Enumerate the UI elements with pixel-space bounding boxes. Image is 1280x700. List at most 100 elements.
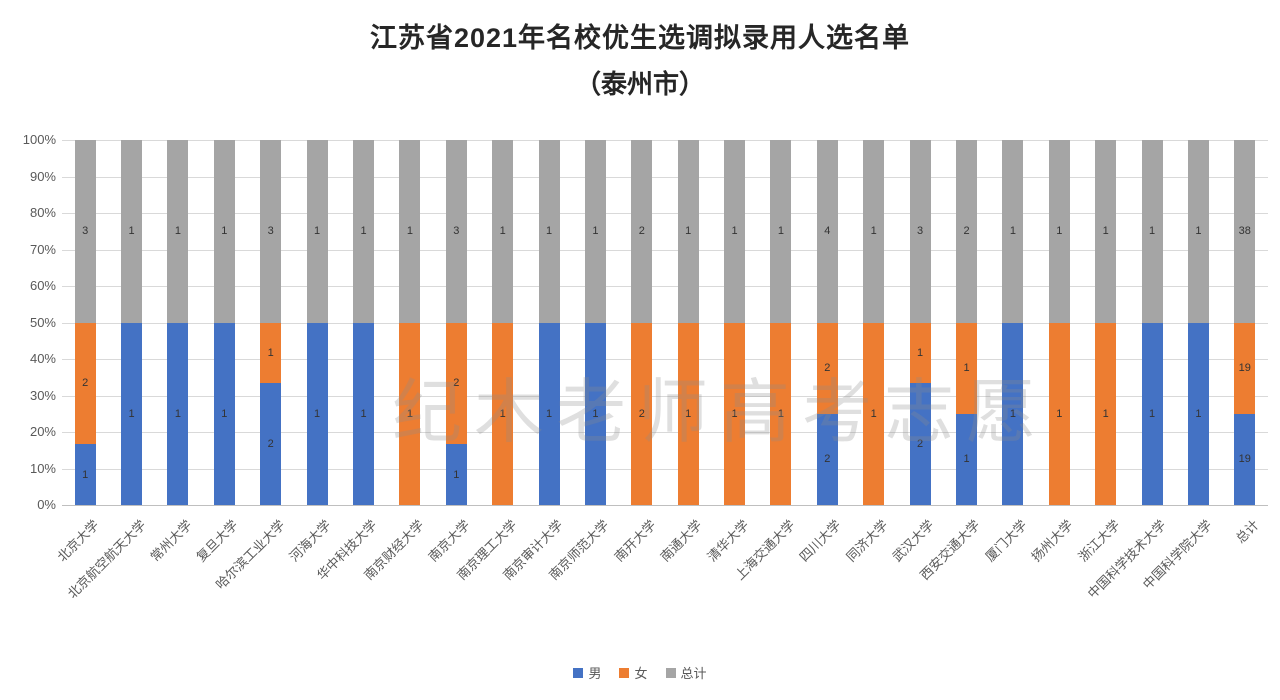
chart-title: 江苏省2021年名校优生选调拟录用人选名单 [369,23,911,53]
data-label-总计: 2 [638,225,645,238]
data-label-男: 1 [453,468,460,481]
legend-swatch-icon [619,667,630,678]
data-label-总计: 3 [453,225,460,238]
data-label-男: 1 [545,407,553,420]
legend-label: 男 [588,666,602,681]
bar-segment-总计 [909,140,931,323]
data-label-总计: 1 [406,225,413,238]
legend-item-男[interactable]: 男 [573,663,601,682]
y-tick-label: 90% [29,168,56,184]
y-tick-label: 60% [29,278,56,293]
data-label-女: 1 [1102,407,1109,420]
data-label-男: 1 [174,407,182,420]
x-axis-label: 南通大学 [657,517,705,565]
data-label-总计: 1 [685,225,692,238]
gridline [62,505,1268,506]
y-tick-label: 20% [29,424,56,439]
x-axis-label: 南开大学 [611,517,659,565]
bar-segment-男 [584,322,606,505]
bar-segment-总计 [306,140,328,323]
bar-segment-男 [353,322,374,505]
bar-segment-总计 [677,140,699,323]
data-label-女: 1 [499,407,506,420]
bar-segment-总计 [74,140,96,323]
x-axis-label: 厦门大学 [982,517,1030,565]
bar-segment-总计 [1002,140,1024,323]
data-label-女: 2 [824,362,831,375]
bar-segment-总计 [1187,140,1209,323]
bar-segment-男 [538,322,560,505]
data-label-总计: 1 [1148,225,1156,238]
data-label-男: 1 [1009,407,1016,420]
bar-segment-总计 [121,140,143,323]
gridline [62,213,1268,214]
bar-segment-女 [74,322,96,445]
bar-segment-男 [167,322,189,505]
data-label-男: 19 [1238,453,1251,466]
y-tick-label: 10% [29,460,56,476]
gridline [62,249,1268,251]
data-label-男: 1 [314,407,321,420]
x-axis-label: 总计 [1232,517,1262,547]
data-label-男: 2 [917,438,924,451]
data-label-男: 1 [360,407,367,420]
data-label-男: 1 [1148,407,1156,420]
bar-segment-女 [399,322,421,505]
data-label-总计: 1 [545,225,553,238]
data-label-女: 2 [453,377,460,390]
bar-segment-男 [74,444,96,505]
gridline [62,432,1268,433]
y-tick-label: 40% [29,351,56,366]
data-label-女: 1 [963,362,970,375]
bar-segment-女 [1048,322,1070,505]
data-label-总计: 1 [499,225,506,238]
data-label-总计: 1 [314,225,321,238]
bar-segment-男 [816,413,838,505]
bar-segment-总计 [353,140,374,323]
data-label-总计: 1 [1009,225,1016,238]
bar-segment-女 [909,322,931,384]
bar-segment-女 [1234,322,1256,414]
bar-segment-总计 [770,140,792,323]
data-label-总计: 1 [592,225,599,238]
x-axis-label: 扬州大学 [1028,517,1077,565]
data-label-女: 1 [917,346,924,359]
bar-segment-总计 [724,140,746,323]
data-label-女: 1 [685,407,692,420]
bar-segment-总计 [631,140,653,323]
data-label-总计: 2 [963,225,970,238]
data-label-总计: 3 [82,225,89,238]
bar-segment-女 [863,322,885,505]
data-label-女: 19 [1238,362,1251,375]
chart-legend: 男 女 总计 [0,663,1280,682]
data-label-总计: 1 [221,225,228,238]
data-label-总计: 4 [824,225,831,238]
bar-segment-女 [1095,322,1117,505]
data-label-女: 2 [638,407,645,420]
data-label-总计: 1 [1195,225,1202,238]
y-tick-label: 100% [22,132,56,147]
chart-subtitle: （泰州市） [574,69,705,99]
data-label-女: 2 [82,377,89,390]
legend-item-女[interactable]: 女 [619,663,648,682]
bar-segment-总计 [399,140,421,323]
data-label-总计: 1 [870,225,877,238]
data-label-女: 1 [731,407,738,420]
data-label-男: 1 [592,407,599,420]
bar-segment-男 [213,322,235,505]
bar-segment-总计 [863,140,885,323]
bar-segment-女 [956,322,977,414]
legend-item-总计[interactable]: 总计 [665,663,707,682]
bar-segment-女 [677,322,699,505]
data-label-总计: 1 [777,225,785,238]
data-label-男: 1 [221,407,228,420]
bar-segment-男 [445,444,467,505]
bar-segment-总计 [1141,140,1163,323]
legend-label: 女 [634,666,648,681]
bar-segment-总计 [1234,140,1256,323]
gridline [62,395,1268,397]
gridline [62,322,1268,324]
data-label-男: 2 [267,438,274,451]
bar-segment-总计 [213,140,235,323]
